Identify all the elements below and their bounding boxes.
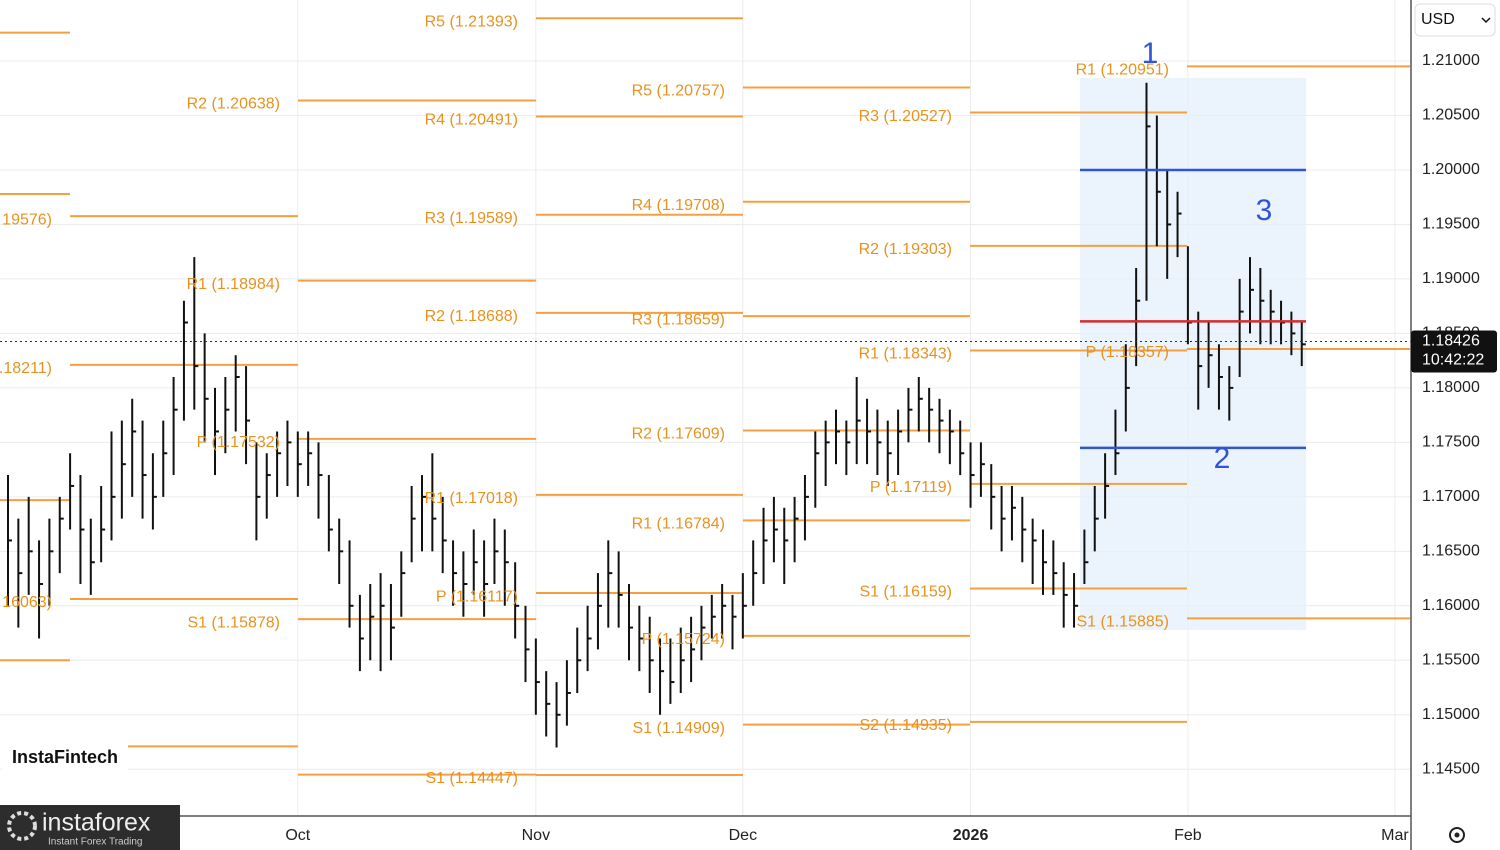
pivot-label: R2 (1.20638) bbox=[187, 96, 280, 113]
pivot-label: P (1.15724) bbox=[642, 631, 725, 648]
pivot-label: S1 (1.14447) bbox=[425, 770, 518, 787]
y-tick-label: 1.14500 bbox=[1422, 760, 1480, 777]
pivot-label: S1 (1.15878) bbox=[187, 614, 280, 631]
y-tick-label: 1.21000 bbox=[1422, 52, 1480, 69]
settings-icon[interactable] bbox=[1449, 827, 1465, 843]
y-tick-label: 1.19500 bbox=[1422, 216, 1480, 233]
y-tick-label: 1.15500 bbox=[1422, 651, 1480, 668]
annotation-number: 2 bbox=[1214, 442, 1231, 475]
fintech-logo: InstaFintech bbox=[12, 747, 118, 767]
x-tick-label: Feb bbox=[1174, 827, 1202, 844]
pivot-label: R1 (1.20951) bbox=[1076, 62, 1169, 79]
y-tick-label: 1.16500 bbox=[1422, 543, 1480, 560]
pivot-label: 19576) bbox=[2, 211, 52, 228]
x-tick-label: Mar bbox=[1381, 827, 1409, 844]
pivot-label: R5 (1.20757) bbox=[632, 83, 725, 100]
x-tick-label: Nov bbox=[522, 827, 550, 844]
pivot-label: P (1.16117) bbox=[436, 588, 518, 605]
pivot-label: P (1.17532) bbox=[197, 434, 280, 451]
currency: USD bbox=[1421, 11, 1455, 28]
y-tick-label: 1.19000 bbox=[1422, 270, 1480, 287]
pivot-label: R1 (1.16784) bbox=[632, 516, 725, 533]
annotation-number: 3 bbox=[1256, 194, 1273, 227]
pivot-label: S1 (1.15885) bbox=[1076, 614, 1169, 631]
pivot-label: R3 (1.18659) bbox=[632, 311, 725, 328]
pivot-label: .18211) bbox=[0, 360, 52, 377]
y-tick-label: 1.18000 bbox=[1422, 379, 1480, 396]
pivot-label: P (1.17119) bbox=[870, 479, 952, 496]
currency-selector[interactable] bbox=[1414, 3, 1496, 37]
pivot-label: R4 (1.20491) bbox=[425, 112, 518, 129]
pivot-label: S1 (1.16159) bbox=[859, 584, 952, 601]
price-axis-panel bbox=[1411, 0, 1500, 850]
pivot-label: P (1.18357) bbox=[1086, 344, 1169, 361]
pivot-label: R1 (1.18984) bbox=[187, 276, 280, 293]
y-tick-label: 1.17500 bbox=[1422, 434, 1480, 451]
instaforex-icon bbox=[7, 811, 37, 841]
last-price-box bbox=[1411, 330, 1497, 373]
pivot-label: S2 (1.14935) bbox=[859, 717, 952, 734]
pivot-label: R2 (1.19303) bbox=[859, 241, 952, 258]
y-tick-label: 1.17000 bbox=[1422, 488, 1480, 505]
annotation-number: 1 bbox=[1142, 37, 1159, 70]
pivot-label: R4 (1.19708) bbox=[632, 197, 725, 214]
settings-icon-dot bbox=[1454, 832, 1460, 838]
pivot-label: S1 (1.14909) bbox=[632, 720, 725, 737]
last-time-label: 10:42:22 bbox=[1422, 352, 1484, 369]
x-tick-label: 2026 bbox=[953, 827, 989, 844]
chevron bbox=[1481, 17, 1491, 24]
pivot-label: R1 (1.18343) bbox=[859, 346, 952, 363]
pivot-label: R5 (1.21393) bbox=[425, 13, 518, 30]
pivot-label: 16063) bbox=[2, 594, 52, 611]
y-tick-label: 1.20500 bbox=[1422, 107, 1480, 124]
y-tick-label: 1.16000 bbox=[1422, 597, 1480, 614]
last-price-label: 1.18426 bbox=[1422, 333, 1480, 350]
pivot-label: R3 (1.20527) bbox=[859, 108, 952, 125]
pivot-label: R2 (1.17609) bbox=[632, 426, 725, 443]
x-tick-label: Dec bbox=[729, 827, 757, 844]
pivot-label: R2 (1.18688) bbox=[425, 308, 518, 325]
instaforex-badge bbox=[0, 805, 180, 850]
x-tick-label: Oct bbox=[285, 827, 310, 844]
y-tick-label: 1.15000 bbox=[1422, 706, 1480, 723]
fintech-badge bbox=[2, 722, 128, 784]
instaforex-logo: instaforex bbox=[42, 809, 151, 837]
pivot-label: R1 (1.17018) bbox=[425, 490, 518, 507]
y-tick-label: 1.20000 bbox=[1422, 161, 1480, 178]
instaforex-tagline: Instant Forex Trading bbox=[48, 837, 143, 848]
pivot-label: R3 (1.19589) bbox=[425, 210, 518, 227]
